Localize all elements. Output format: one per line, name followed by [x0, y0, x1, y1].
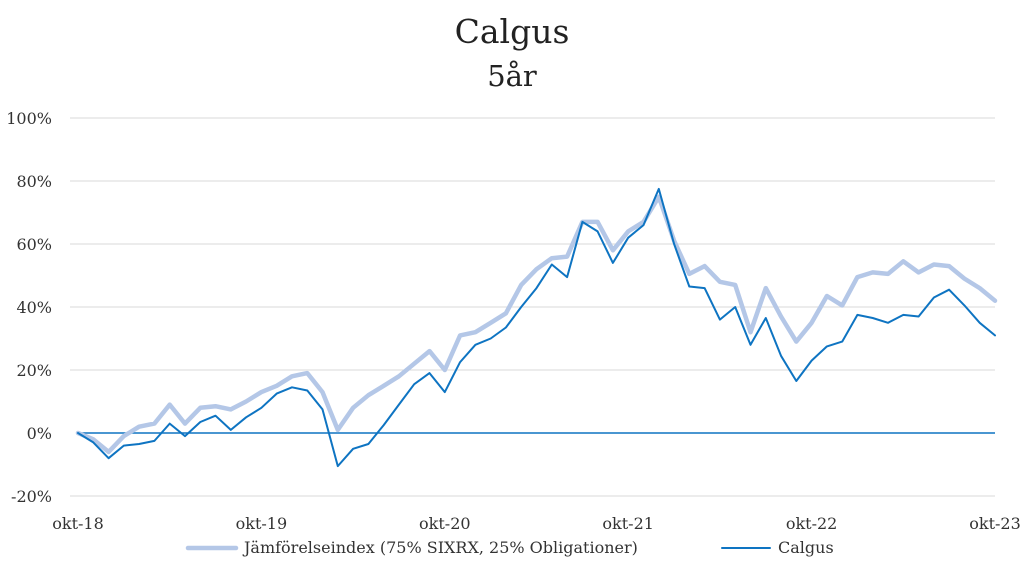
- chart-title: Calgus: [454, 12, 570, 51]
- x-tick-label: okt-18: [52, 514, 104, 533]
- legend-item-calgus: Calgus: [721, 538, 834, 557]
- series-line-calgus: [77, 187, 996, 468]
- legend: Jämförelseindex (75% SIXRX, 25% Obligati…: [185, 538, 834, 557]
- legend-label: Jämförelseindex (75% SIXRX, 25% Obligati…: [242, 538, 638, 557]
- legend-label: Calgus: [778, 538, 834, 557]
- y-tick-label: 60%: [16, 235, 52, 254]
- x-tick-label: okt-23: [969, 514, 1021, 533]
- x-tick-label: okt-22: [786, 514, 838, 533]
- chart-subtitle: 5år: [487, 59, 537, 93]
- x-tick-label: okt-20: [419, 514, 471, 533]
- gridlines: [70, 117, 995, 497]
- y-tick-label: 80%: [16, 172, 52, 191]
- series-lines: [75, 187, 998, 468]
- x-axis: okt-18 okt-19 okt-20 okt-21 okt-22 okt-23: [52, 514, 1021, 533]
- y-tick-label: 100%: [6, 109, 52, 128]
- y-tick-label: 20%: [16, 361, 52, 380]
- y-tick-label: -20%: [11, 487, 52, 506]
- x-tick-label: okt-19: [236, 514, 288, 533]
- legend-item-benchmark: Jämförelseindex (75% SIXRX, 25% Obligati…: [185, 538, 638, 557]
- y-tick-label: 0%: [27, 424, 52, 443]
- y-axis: -20% 0% 20% 40% 60% 80% 100%: [6, 109, 52, 506]
- x-tick-label: okt-21: [602, 514, 654, 533]
- series-line-benchmark: [75, 194, 998, 455]
- y-tick-label: 40%: [16, 298, 52, 317]
